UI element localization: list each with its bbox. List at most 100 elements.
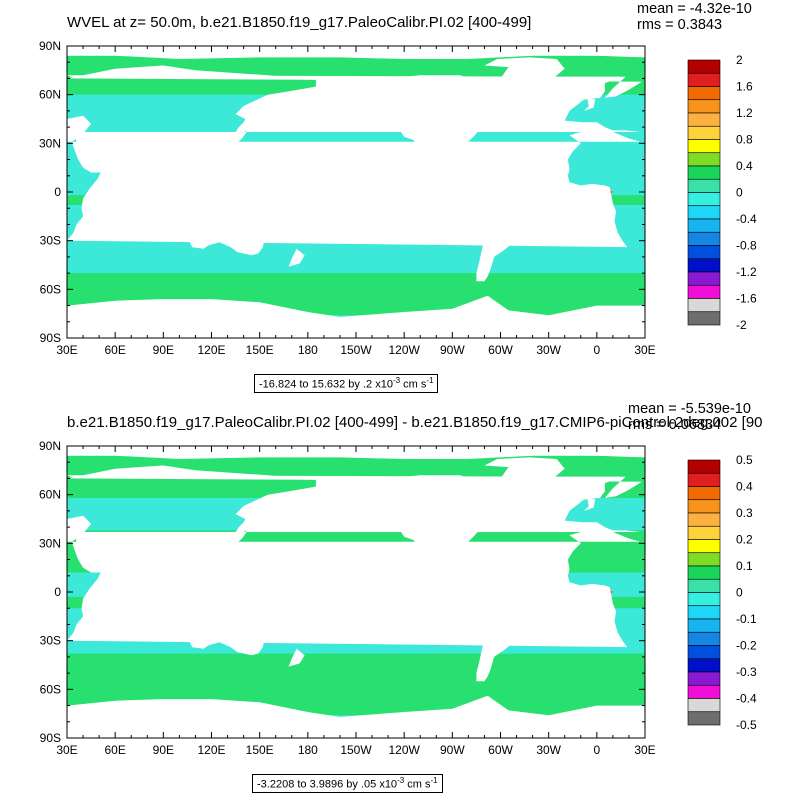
- colorbar-swatch: [687, 86, 721, 101]
- lon-label: 0: [593, 343, 600, 357]
- lon-label: 0: [593, 743, 600, 757]
- lon-label: 150W: [340, 343, 372, 357]
- colorbar-label: -1.6: [736, 292, 757, 306]
- lon-label: 150E: [246, 343, 274, 357]
- panel-bottom: b.e21.B1850.f19_g17.PaleoCalibr.PI.02 [4…: [0, 400, 800, 800]
- colorbar-swatch: [687, 525, 721, 540]
- new-guinea-land: [230, 195, 262, 207]
- colorbar-swatch: [687, 231, 721, 246]
- colorbar-swatch: [687, 245, 721, 260]
- australia-land: [185, 609, 265, 656]
- madagascar-land: [87, 613, 100, 633]
- new-guinea-land: [230, 595, 262, 607]
- lat-label: 60S: [40, 282, 61, 296]
- lat-label: 30N: [39, 136, 61, 150]
- japan-land: [227, 122, 247, 141]
- rms-value: rms = 0.06834: [628, 417, 722, 433]
- land-mask: [67, 46, 645, 338]
- colorbar-label: -0.4: [736, 692, 757, 706]
- lon-label: 60W: [488, 343, 513, 357]
- lat-label: 60S: [40, 682, 61, 696]
- range-exponent: -3: [397, 776, 405, 785]
- lon-label: 90E: [153, 743, 174, 757]
- colorbar-swatch: [687, 112, 721, 127]
- range-unit-exponent: -1: [426, 376, 434, 385]
- lat-label: 0: [54, 185, 61, 199]
- colorbar-label: -0.3: [736, 665, 757, 679]
- colorbar-label: 0.2: [736, 533, 753, 547]
- colorbar-swatch: [687, 139, 721, 154]
- colorbar-swatch: [687, 218, 721, 233]
- stats-box: mean = -4.32e-10 rms = 0.3843: [637, 1, 752, 33]
- lat-label: 90S: [40, 331, 61, 345]
- lon-label: 30E: [634, 743, 655, 757]
- lon-label: 90E: [153, 343, 174, 357]
- colorbar-swatch: [687, 472, 721, 487]
- sumatra-land: [171, 183, 189, 201]
- lat-label: 90N: [39, 39, 61, 53]
- iceland-land: [558, 84, 573, 90]
- colorbar-swatch: [687, 271, 721, 286]
- lon-label: 30E: [634, 343, 655, 357]
- lat-label: 60N: [39, 88, 61, 102]
- colorbar-swatch: [687, 698, 721, 713]
- colorbar-swatch: [687, 178, 721, 193]
- colorbar-label: -0.1: [736, 612, 757, 626]
- colorbar-label: 1.6: [736, 80, 753, 94]
- mean-value: mean = -5.539e-10: [628, 401, 751, 417]
- lon-label: 120E: [197, 343, 225, 357]
- lat-label: 90S: [40, 731, 61, 745]
- colorbar-swatch: [687, 205, 721, 220]
- eurasia-land: [67, 465, 641, 588]
- range-unit: cm s: [400, 378, 427, 391]
- lon-label: 30W: [536, 343, 561, 357]
- lon-label: 90W: [440, 743, 465, 757]
- colorbar-label: 0: [736, 186, 743, 200]
- japan-land: [227, 522, 247, 541]
- madagascar-land: [87, 213, 100, 233]
- scandinavia-land: [67, 75, 642, 98]
- colorbar-swatch: [687, 165, 721, 180]
- sumatra-land: [171, 583, 189, 601]
- colorbar-swatch: [687, 152, 721, 167]
- lat-label: 90N: [39, 439, 61, 453]
- eastern-mediterranean-land: [67, 115, 92, 142]
- colorbar-swatch: [687, 711, 721, 726]
- rms-value: rms = 0.3843: [637, 17, 723, 33]
- colorbar-label: 0.4: [736, 159, 753, 173]
- colorbar-swatch: [687, 565, 721, 580]
- colorbar-swatch: [687, 258, 721, 273]
- lat-label: 30S: [40, 234, 61, 248]
- colorbar-label: -0.5: [736, 718, 757, 732]
- colorbar-swatch: [687, 72, 721, 87]
- colorbar: 2 1.6 1.2 0.8 0.4 0 -0.4 -0.8 -1.2 -1.6 -2: [687, 53, 757, 332]
- colorbar-label: 0.1: [736, 559, 753, 573]
- panel-top: WVEL at z= 50.0m, b.e21.B1850.f19_g17.Pa…: [39, 1, 757, 393]
- lon-label: 30E: [56, 343, 77, 357]
- scandinavia-land: [67, 475, 642, 498]
- lon-label: 120W: [388, 743, 420, 757]
- colorbar-label: -2: [736, 318, 747, 332]
- iceland-land: [558, 484, 573, 490]
- colorbar-swatch: [687, 552, 721, 567]
- new-zealand-land: [288, 648, 305, 667]
- lon-label: 60E: [104, 743, 125, 757]
- uk-land: [584, 97, 596, 111]
- borneo-land: [193, 182, 212, 197]
- land-mask: [67, 446, 645, 738]
- colorbar-swatch: [687, 59, 721, 74]
- lon-label: 60W: [488, 743, 513, 757]
- lon-label: 180: [298, 743, 318, 757]
- lat-label: 30S: [40, 634, 61, 648]
- lat-label: 0: [54, 585, 61, 599]
- colorbar-swatch: [687, 671, 721, 686]
- range-exponent: -3: [392, 376, 401, 385]
- contour-range-note: -3.2208 to 3.9896 by .05 x10-3 cm s-1: [252, 774, 443, 793]
- lon-label: 120W: [388, 343, 420, 357]
- map-title: WVEL at z= 50.0m, b.e21.B1850.f19_g17.Pa…: [67, 14, 532, 31]
- colorbar-swatch: [687, 592, 721, 607]
- lon-label: 90W: [440, 343, 465, 357]
- antarctica-land: [67, 695, 645, 738]
